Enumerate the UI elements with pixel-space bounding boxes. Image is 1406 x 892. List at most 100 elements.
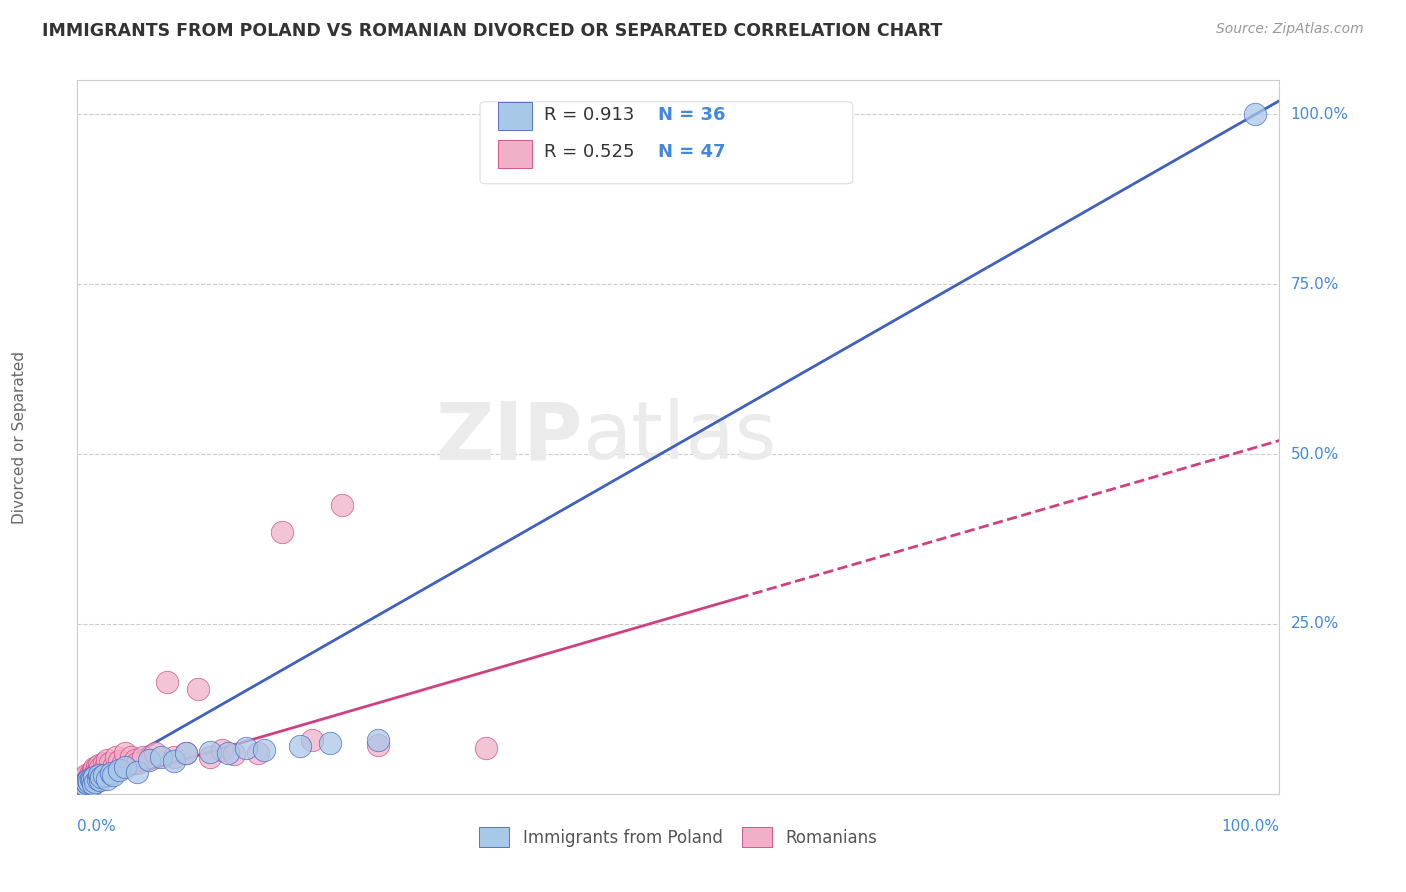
- Point: [73, 778, 96, 792]
- Point: [79, 770, 101, 784]
- Point: [162, 749, 184, 764]
- Text: 25.0%: 25.0%: [1291, 616, 1339, 632]
- Point: [198, 745, 221, 759]
- Point: [127, 756, 149, 771]
- Point: [89, 761, 111, 775]
- Point: [1244, 107, 1267, 121]
- Point: [87, 768, 110, 782]
- Text: R = 0.525: R = 0.525: [544, 144, 651, 161]
- Text: 100.0%: 100.0%: [1222, 819, 1279, 834]
- Point: [76, 774, 98, 789]
- Point: [87, 758, 110, 772]
- Point: [235, 740, 257, 755]
- Legend: Immigrants from Poland, Romanians: Immigrants from Poland, Romanians: [472, 821, 884, 854]
- Point: [103, 768, 125, 782]
- Point: [96, 753, 118, 767]
- Point: [90, 770, 112, 784]
- Point: [319, 736, 342, 750]
- Point: [96, 772, 118, 786]
- Text: N = 36: N = 36: [658, 105, 725, 123]
- Point: [89, 773, 111, 788]
- Point: [222, 747, 245, 762]
- Point: [145, 746, 167, 760]
- Point: [83, 770, 105, 784]
- Point: [73, 770, 96, 784]
- Point: [76, 776, 98, 790]
- Point: [186, 681, 209, 696]
- Point: [80, 773, 103, 788]
- Point: [70, 774, 93, 789]
- Point: [104, 749, 127, 764]
- Point: [93, 768, 115, 782]
- Point: [87, 763, 110, 777]
- Point: [108, 763, 131, 777]
- Point: [114, 746, 136, 760]
- Point: [96, 758, 118, 772]
- Point: [82, 763, 104, 777]
- Point: [84, 766, 107, 780]
- Point: [111, 756, 134, 771]
- Point: [156, 674, 179, 689]
- Point: [162, 754, 184, 768]
- Text: 0.0%: 0.0%: [77, 819, 117, 834]
- Point: [84, 774, 107, 789]
- Point: [367, 732, 389, 747]
- Point: [253, 742, 276, 756]
- Point: [70, 780, 93, 794]
- Point: [301, 732, 323, 747]
- Point: [174, 746, 197, 760]
- Point: [246, 746, 269, 760]
- Point: [72, 772, 94, 786]
- Text: ZIP: ZIP: [434, 398, 582, 476]
- Point: [77, 773, 100, 788]
- Text: 100.0%: 100.0%: [1291, 107, 1348, 122]
- Text: N = 47: N = 47: [658, 144, 725, 161]
- Text: IMMIGRANTS FROM POLAND VS ROMANIAN DIVORCED OR SEPARATED CORRELATION CHART: IMMIGRANTS FROM POLAND VS ROMANIAN DIVOR…: [42, 22, 942, 40]
- Point: [114, 760, 136, 774]
- FancyBboxPatch shape: [479, 102, 852, 184]
- Point: [211, 742, 233, 756]
- Point: [138, 753, 160, 767]
- Point: [475, 740, 498, 755]
- Point: [87, 772, 110, 786]
- Point: [72, 777, 94, 791]
- Point: [100, 766, 122, 780]
- Point: [288, 739, 311, 754]
- Point: [330, 498, 353, 512]
- Point: [367, 738, 389, 752]
- Point: [98, 756, 121, 771]
- Point: [198, 749, 221, 764]
- Text: 75.0%: 75.0%: [1291, 277, 1339, 292]
- Text: atlas: atlas: [582, 398, 776, 476]
- Point: [69, 777, 91, 791]
- Point: [83, 761, 105, 775]
- Point: [103, 760, 125, 774]
- FancyBboxPatch shape: [498, 102, 531, 130]
- Text: Source: ZipAtlas.com: Source: ZipAtlas.com: [1216, 22, 1364, 37]
- Point: [82, 777, 104, 791]
- Point: [174, 746, 197, 760]
- Point: [132, 749, 155, 764]
- Point: [70, 779, 93, 793]
- Text: Divorced or Separated: Divorced or Separated: [11, 351, 27, 524]
- Point: [79, 774, 101, 789]
- Point: [217, 746, 239, 760]
- Point: [90, 766, 112, 780]
- Point: [150, 749, 173, 764]
- Point: [79, 772, 101, 786]
- Point: [70, 773, 93, 788]
- Point: [108, 754, 131, 768]
- Point: [79, 766, 101, 780]
- Point: [75, 768, 97, 782]
- Text: 50.0%: 50.0%: [1291, 447, 1339, 461]
- Point: [77, 772, 100, 786]
- Point: [86, 760, 108, 774]
- Point: [127, 765, 149, 780]
- Point: [124, 753, 146, 767]
- Text: R = 0.913: R = 0.913: [544, 105, 651, 123]
- Point: [67, 779, 90, 793]
- Point: [75, 774, 97, 789]
- Point: [93, 756, 115, 771]
- FancyBboxPatch shape: [498, 139, 531, 168]
- Point: [120, 749, 142, 764]
